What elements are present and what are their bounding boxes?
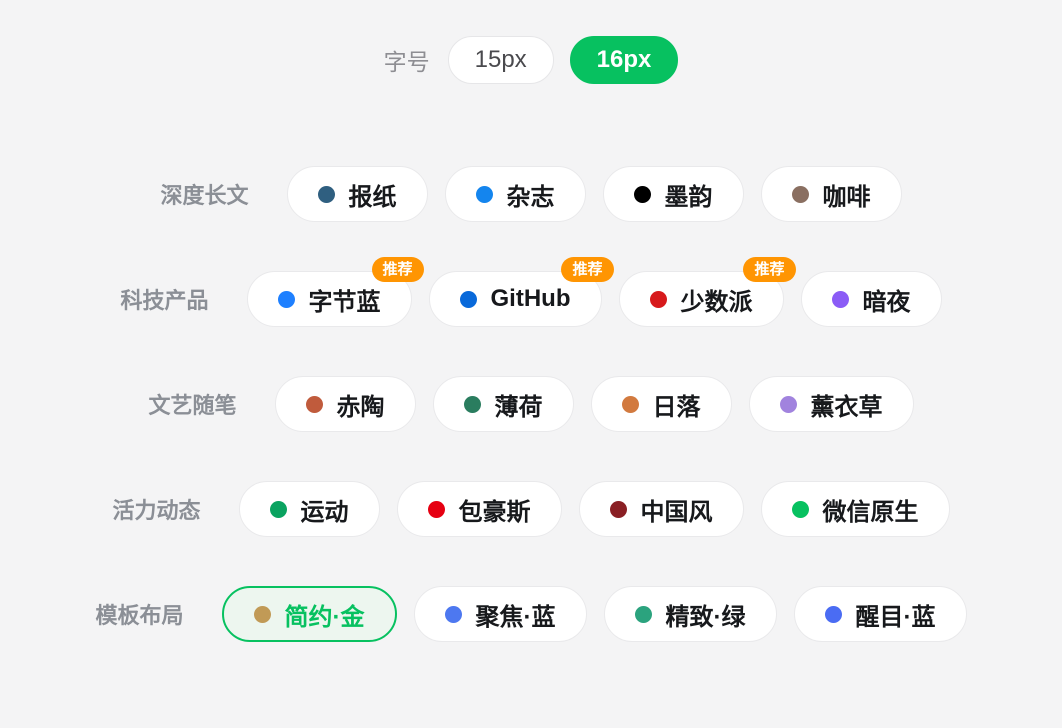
theme-group-row: 文艺随笔 赤陶 推荐 薄荷 推荐 日落 推荐 薰衣草 推荐	[0, 376, 1062, 432]
theme-color-dot	[305, 395, 323, 413]
theme-color-dot	[444, 605, 462, 623]
theme-pill-label: 简约·金	[284, 603, 365, 631]
theme-pill[interactable]: 咖啡 推荐	[760, 166, 902, 222]
theme-color-dot	[609, 500, 627, 518]
theme-pill[interactable]: 薰衣草 推荐	[748, 376, 914, 432]
theme-color-dot	[317, 185, 335, 203]
theme-pill-label: 暗夜	[862, 288, 911, 316]
theme-pill-list: 报纸 推荐 杂志 推荐 墨韵 推荐 咖啡 推荐	[286, 166, 902, 222]
theme-pill-label: 精致·绿	[665, 603, 746, 631]
theme-color-dot	[253, 605, 271, 623]
recommended-badge: 推荐	[371, 257, 424, 282]
theme-pill-label: 运动	[300, 498, 349, 526]
theme-color-dot	[791, 185, 809, 203]
theme-color-dot	[649, 290, 667, 308]
font-size-label: 字号	[383, 49, 430, 75]
theme-pill-label: 墨韵	[664, 183, 713, 211]
theme-color-dot	[831, 290, 849, 308]
theme-color-dot	[427, 500, 445, 518]
theme-pill[interactable]: 日落 推荐	[590, 376, 732, 432]
theme-group-label: 模板布局	[95, 603, 184, 628]
theme-pill[interactable]: 报纸 推荐	[286, 166, 428, 222]
theme-group-label: 文艺随笔	[148, 393, 237, 418]
font-size-selector: 字号 15px 16px	[0, 0, 1062, 84]
theme-color-dot	[463, 395, 481, 413]
recommended-badge: 推荐	[561, 257, 614, 282]
theme-color-dot	[269, 500, 287, 518]
theme-pill[interactable]: 聚焦·蓝 推荐	[413, 586, 587, 642]
theme-pill-list: 运动 推荐 包豪斯 推荐 中国风 推荐 微信原生 推荐	[238, 481, 950, 537]
theme-pill[interactable]: 精致·绿 推荐	[603, 586, 777, 642]
theme-pill-label: 包豪斯	[458, 498, 531, 526]
theme-pill-label: 报纸	[348, 183, 397, 211]
theme-pill-list: 字节蓝 推荐 GitHub 推荐 少数派 推荐 暗夜 推荐	[246, 257, 942, 327]
font-size-option[interactable]: 16px	[569, 36, 679, 84]
theme-pill-label: 日落	[652, 393, 701, 421]
theme-pill-label: 聚焦·蓝	[475, 603, 556, 631]
theme-pill[interactable]: 墨韵 推荐	[602, 166, 744, 222]
theme-pill[interactable]: 暗夜 推荐	[800, 271, 942, 327]
theme-pill-label: 咖啡	[822, 183, 871, 211]
theme-color-dot	[824, 605, 842, 623]
theme-pill-label: 薄荷	[494, 393, 543, 421]
theme-group-label: 深度长文	[160, 183, 249, 208]
theme-pill-list: 简约·金 推荐 聚焦·蓝 推荐 精致·绿 推荐 醒目·蓝 推荐	[221, 586, 967, 642]
theme-pill[interactable]: GitHub 推荐	[428, 257, 614, 327]
theme-pill-label: 中国风	[640, 498, 713, 526]
theme-color-dot	[621, 395, 639, 413]
theme-pill-label: 字节蓝	[308, 288, 381, 316]
theme-pill-label: 醒目·蓝	[855, 603, 936, 631]
theme-group-row: 深度长文 报纸 推荐 杂志 推荐 墨韵 推荐 咖啡 推荐	[0, 166, 1062, 222]
theme-pill[interactable]: 少数派 推荐	[618, 257, 796, 327]
font-size-option[interactable]: 15px	[447, 36, 554, 84]
theme-pill-label: 杂志	[506, 183, 555, 211]
theme-group-row: 科技产品 字节蓝 推荐 GitHub 推荐 少数派 推荐 暗夜 推荐	[0, 257, 1062, 327]
theme-pill[interactable]: 杂志 推荐	[444, 166, 586, 222]
theme-pill-label: 薰衣草	[810, 393, 883, 421]
theme-pill-label: GitHub	[490, 285, 571, 312]
theme-color-dot	[277, 290, 295, 308]
theme-group-list: 深度长文 报纸 推荐 杂志 推荐 墨韵 推荐 咖啡 推荐 科技产品 字节蓝 推荐…	[0, 166, 1062, 642]
theme-pill[interactable]: 简约·金 推荐	[221, 586, 397, 642]
theme-color-dot	[634, 605, 652, 623]
theme-pill-label: 赤陶	[336, 393, 385, 421]
theme-pill[interactable]: 赤陶 推荐	[274, 376, 416, 432]
theme-pill[interactable]: 中国风 推荐	[578, 481, 744, 537]
theme-color-dot	[779, 395, 797, 413]
theme-color-dot	[791, 500, 809, 518]
theme-pill[interactable]: 醒目·蓝 推荐	[793, 586, 967, 642]
theme-color-dot	[633, 185, 651, 203]
theme-pill[interactable]: 字节蓝 推荐	[246, 257, 424, 327]
theme-pill[interactable]: 运动 推荐	[238, 481, 380, 537]
theme-pill-list: 赤陶 推荐 薄荷 推荐 日落 推荐 薰衣草 推荐	[274, 376, 914, 432]
theme-pill-label: 少数派	[680, 288, 753, 316]
theme-color-dot	[459, 290, 477, 308]
theme-group-label: 科技产品	[120, 288, 209, 313]
theme-group-row: 模板布局 简约·金 推荐 聚焦·蓝 推荐 精致·绿 推荐 醒目·蓝 推荐	[0, 586, 1062, 642]
theme-pill[interactable]: 包豪斯 推荐	[396, 481, 562, 537]
theme-group-row: 活力动态 运动 推荐 包豪斯 推荐 中国风 推荐 微信原生 推荐	[0, 481, 1062, 537]
recommended-badge: 推荐	[743, 257, 796, 282]
theme-color-dot	[475, 185, 493, 203]
theme-pill-label: 微信原生	[822, 498, 919, 526]
theme-pill[interactable]: 微信原生 推荐	[760, 481, 950, 537]
theme-pill[interactable]: 薄荷 推荐	[432, 376, 574, 432]
theme-group-label: 活力动态	[112, 498, 201, 523]
font-size-options: 15px 16px	[447, 36, 679, 84]
